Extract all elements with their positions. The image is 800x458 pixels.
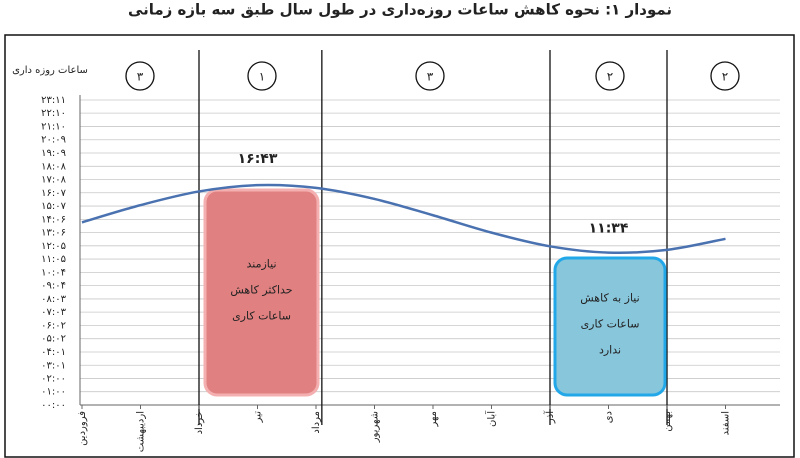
y-tick-label: ۲۳:۱۱	[41, 95, 66, 106]
y-tick-label: ۱۵:۰۷	[41, 201, 66, 212]
y-tick-label: ۰۵:۰۲	[41, 334, 66, 345]
x-tick-label: خرداد	[194, 411, 205, 434]
annotation: ۱۱:۳۴	[589, 221, 629, 237]
x-tick-label: اردیبهشت	[136, 411, 147, 452]
y-tick-label: ۱۲:۰۵	[41, 241, 66, 252]
y-tick-label: ۰۸:۰۳	[41, 294, 66, 305]
y-tick-label: ۱۹:۰۹	[41, 148, 66, 159]
y-tick-label: ۰۶:۰۲	[41, 320, 66, 331]
frame	[4, 34, 795, 458]
period-label: ۳	[427, 70, 434, 84]
period-circle	[125, 61, 155, 91]
box-text: نیازمند	[246, 258, 276, 271]
y-tick-label: ۰۱:۰۰	[41, 387, 66, 398]
y-tick-label: ۱۳:۰۶	[41, 228, 66, 239]
x-tick-label: آذر	[543, 410, 556, 424]
period-circle	[595, 61, 625, 91]
period-circle	[415, 61, 445, 91]
x-tick-label: مرداد	[311, 411, 322, 434]
x-tick-label: فروردین	[77, 411, 88, 446]
y-tick-label: ۱۶:۰۷	[41, 188, 66, 199]
y-tick-label: ۲۰:۰۹	[41, 135, 66, 146]
y-tick-label: ۱۰:۰۴	[41, 267, 66, 278]
y-tick-label: ۱۷:۰۸	[41, 174, 66, 185]
box-text: نیاز به کاهش	[580, 292, 639, 305]
y-tick-label: ۱۴:۰۶	[41, 214, 66, 225]
x-tick-label: تیر	[253, 411, 264, 424]
annotation: ۱۶:۴۳	[238, 151, 278, 167]
x-tick-label: دی	[604, 411, 615, 423]
box-text: ساعات کاری	[232, 310, 291, 323]
x-tick-label: بهمن	[662, 411, 673, 432]
chart-title: نمودار ۱: نحوه کاهش ساعات روزه‌داری در ط…	[128, 1, 672, 19]
box-text: حداکثر کاهش	[230, 284, 292, 297]
period-box	[203, 188, 320, 397]
period-circle	[710, 61, 740, 91]
box-text: ساعات کاری	[581, 318, 640, 331]
y-tick-label: ۲۲:۱۰	[41, 108, 66, 119]
period-label: ۳	[137, 70, 144, 84]
period-label: ۱	[259, 70, 265, 84]
y-tick-label: ۰۲:۰۰	[41, 373, 66, 384]
y-tick-label: ۰۷:۰۳	[41, 307, 66, 318]
period-circle	[247, 61, 277, 91]
period-label: ۲	[607, 70, 613, 84]
y-tick-label: ۱۱:۰۵	[41, 254, 66, 265]
y-tick-label: ۰۹:۰۴	[41, 281, 66, 292]
x-tick-label: مهر	[428, 411, 439, 427]
x-tick-label: آبان	[485, 410, 498, 427]
y-tick-label: ۲۱:۱۰	[41, 121, 66, 132]
box-text: ندارد	[599, 344, 621, 357]
line	[81, 183, 726, 255]
y-tick-label: ۰۰:۰۰	[41, 400, 66, 411]
y-tick-label: ۰۴:۰۱	[41, 347, 66, 358]
y-tick-label: ۱۸:۰۸	[41, 161, 66, 172]
x-tick-label: اسفند	[721, 411, 732, 435]
period-box	[553, 256, 667, 397]
y-axis-label: ساعات روزه داری	[12, 65, 88, 76]
y-tick-label: ۰۳:۰۱	[41, 360, 66, 371]
period-label: ۲	[722, 70, 728, 84]
x-tick-label: شهریور	[370, 411, 381, 443]
